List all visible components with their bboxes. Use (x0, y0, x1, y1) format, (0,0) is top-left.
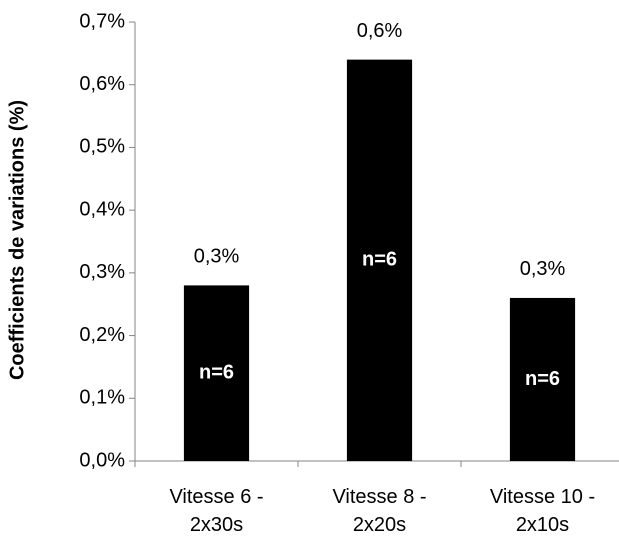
bar (346, 59, 413, 461)
x-tick-label: Vitesse 6 - 2x30s (169, 486, 264, 536)
annotation: n=6 (199, 361, 234, 383)
annotation: n=6 (525, 368, 560, 390)
y-tick-label: 0,3% (79, 261, 125, 283)
y-tick-label: 0,7% (79, 10, 125, 32)
y-tick-label: 0,1% (79, 387, 125, 409)
y-tick-label: 0,2% (79, 324, 125, 346)
x-tick-label: Vitesse 10 - 2x10s (489, 486, 596, 536)
data-label: 0,3% (194, 246, 240, 268)
y-tick-label: 0,5% (79, 136, 125, 158)
data-label: 0,6% (357, 20, 403, 42)
bar (183, 285, 250, 461)
annotation: n=6 (362, 249, 397, 271)
x-tick-label: Vitesse 8 - 2x20s (332, 486, 427, 536)
data-label: 0,3% (520, 258, 566, 280)
y-tick-label: 0,4% (79, 198, 125, 220)
y-axis-label: Coefficients de variations (%) (6, 100, 28, 380)
bar (509, 297, 576, 461)
y-tick-label: 0,6% (79, 73, 125, 95)
y-tick-label: 0,0% (79, 449, 125, 471)
